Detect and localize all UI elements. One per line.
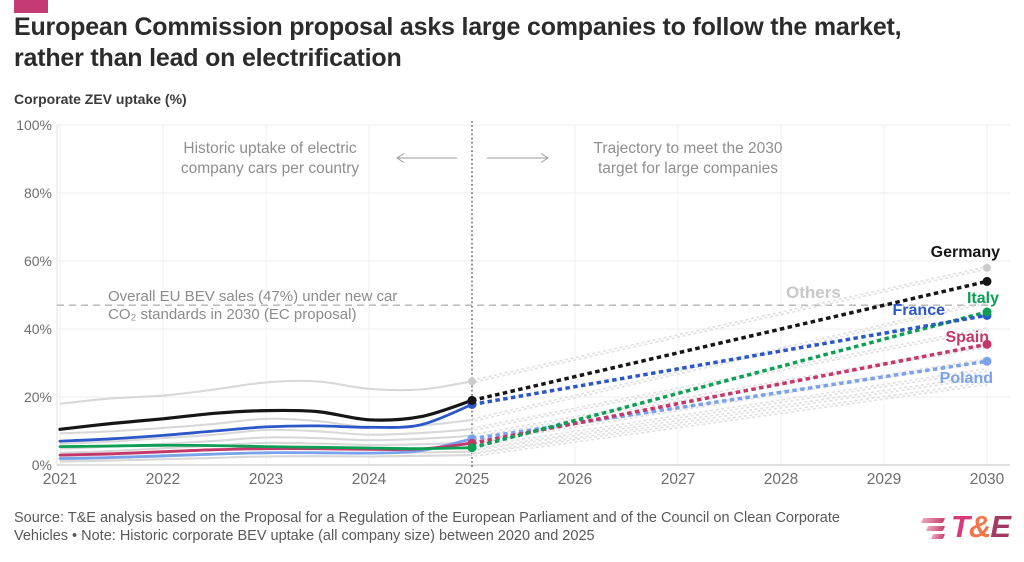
trajectory-line-france [471,313,988,407]
te-logo-letter-t: T [950,509,970,544]
others-trajectory-line [471,381,988,455]
target-line-annotation: Overall EU BEV sales (47%) under new car… [108,288,408,323]
page-title: European Commission proposal asks large … [14,12,994,74]
y-axis-title: Corporate ZEV uptake (%) [14,91,187,107]
others-trajectory-line [471,377,988,454]
historic-line-germany [58,398,474,431]
others-trajectory-line [471,329,988,432]
others-trajectory-line [471,370,988,451]
target-annotation-line1: Overall EU BEV sales (47%) under new car [108,288,398,305]
dot-2025-germany [467,395,477,405]
right-arrow-head-icon [540,153,549,163]
others-historic-line [59,379,473,405]
historic-line-france [58,403,474,443]
others-trajectory-line [471,360,988,445]
others-trajectory-line [471,367,988,448]
others-trajectory-line [471,265,988,382]
source-note-line1: Source: T&E analysis based on the Propos… [14,510,840,526]
others-historic-line [59,454,473,463]
te-logo: T&E [920,509,1011,544]
historic-annotation-line2: company cars per country [180,160,360,177]
historic-line-italy [58,443,474,451]
dot-2030-spain [982,339,992,349]
dot-2030-poland [982,356,992,366]
others-trajectory-line [471,327,988,429]
others-trajectory-line [471,302,988,423]
page-title-line2: rather than lead on electrification [14,44,402,72]
brand-accent-bar [14,0,48,13]
trajectory-line-italy [471,310,988,450]
left-arrow-head-icon [396,153,405,163]
source-note: Source: T&E analysis based on the Propos… [14,510,914,545]
others-historic-line [59,428,473,445]
trajectory-annotation-line1: Trajectory to meet the 2030 [593,140,783,157]
others-dot-2030 [983,263,991,272]
trajectory-annotation-line2: target for large companies [597,160,779,177]
dot-2030-italy [982,307,992,317]
dot-2025-italy [467,443,477,453]
trajectory-annotation: Trajectory to meet the 2030 target for l… [557,139,819,179]
historic-annotation-line1: Historic uptake of electric [183,140,357,157]
target-annotation-line2: CO₂ standards in 2030 (EC proposal) [108,305,357,323]
others-trajectory-line [471,374,988,452]
page-title-line1: European Commission proposal asks large … [14,13,902,41]
historic-annotation: Historic uptake of electric company cars… [140,139,400,179]
historic-line-poland [58,437,474,460]
te-logo-letter-e: E [990,509,1011,544]
others-trajectory-line [471,268,988,384]
trajectory-line-germany [471,279,988,403]
others-historic-line [59,441,473,454]
te-logo-ampersand: & [968,509,991,544]
dot-2030-germany [982,276,992,286]
source-note-line2: Vehicles • Note: Historic corporate BEV … [14,527,595,544]
te-logo-text: T&E [950,509,1011,544]
te-logo-stripes-icon [920,515,946,539]
others-dot-2025 [468,377,476,386]
